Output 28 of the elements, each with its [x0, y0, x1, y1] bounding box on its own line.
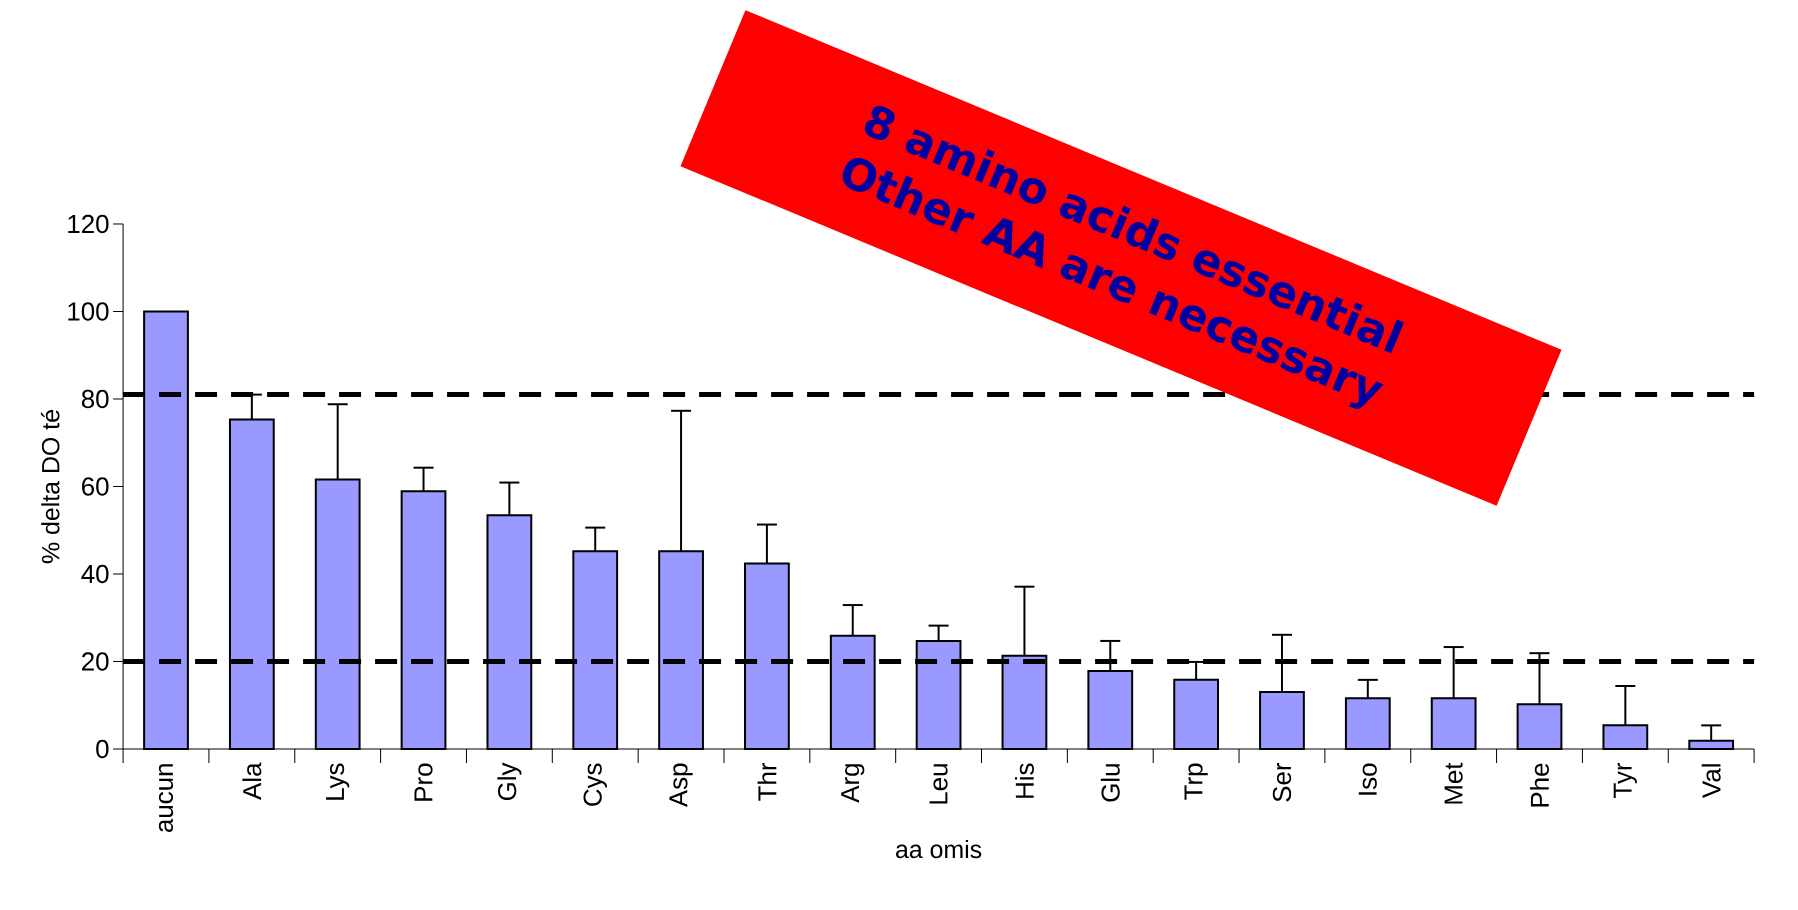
- x-tick-label: Gly: [497, 762, 522, 801]
- x-tick-label: Iso: [1358, 763, 1377, 795]
- x-axis-title: aa omis: [896, 839, 982, 859]
- x-tick-label: Thr: [757, 762, 777, 801]
- x-tick-label: Pro: [414, 763, 433, 801]
- x-tick-label: Leu: [929, 764, 948, 804]
- y-tick-label: 80: [81, 389, 109, 409]
- x-tick-label: Arg: [841, 764, 865, 803]
- x-tick-label: Cys: [583, 763, 607, 806]
- x-tick-label: Ser: [1272, 762, 1292, 802]
- x-tick-label: Met: [1444, 762, 1463, 804]
- x-tick-label: Glu: [1100, 764, 1120, 802]
- y-tick-label: 0: [96, 739, 109, 759]
- y-tick-label: 60: [82, 477, 109, 496]
- x-tick-label: Tyr: [1613, 762, 1637, 798]
- x-tick-label: His: [1014, 763, 1034, 798]
- x-tick-label: Asp: [669, 763, 693, 808]
- x-tick-label: Phe: [1529, 763, 1550, 807]
- x-tick-label: aucun: [158, 764, 174, 832]
- y-axis-title: % delta DO té: [40, 410, 60, 564]
- x-tick-label: Lys: [326, 763, 350, 800]
- y-tick-label: 40: [81, 564, 109, 584]
- y-tick-label: 20: [82, 652, 109, 671]
- x-tick-label: Val: [1701, 764, 1721, 798]
- y-tick-label: 120: [68, 214, 109, 234]
- y-tick-label: 100: [68, 302, 109, 321]
- x-tick-label: Ala: [242, 762, 262, 800]
- x-tick-label: Trp: [1184, 763, 1208, 800]
